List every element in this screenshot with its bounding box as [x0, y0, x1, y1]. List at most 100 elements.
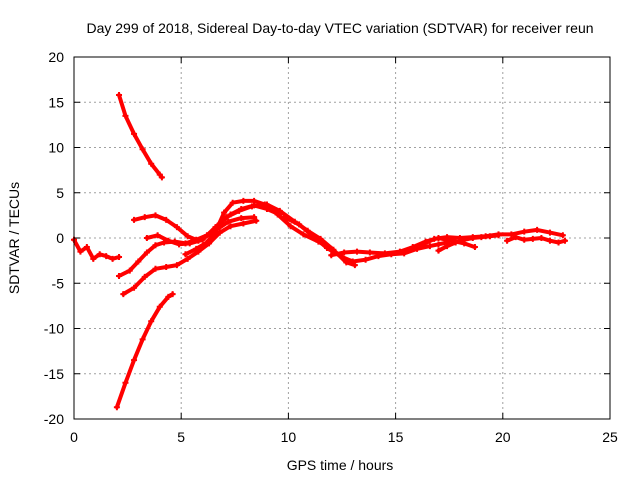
series-arc-8 — [183, 198, 334, 257]
series-arc-2-points — [116, 92, 165, 181]
y-tick-label: -5 — [52, 275, 65, 291]
data-point — [240, 197, 247, 204]
data-point — [229, 199, 236, 206]
data-point — [141, 214, 148, 221]
data-point — [534, 226, 541, 233]
data-point — [281, 214, 288, 221]
data-point — [148, 318, 155, 325]
data-point — [154, 232, 161, 239]
data-point — [193, 245, 200, 252]
data-point — [158, 174, 165, 181]
data-point — [323, 244, 330, 251]
data-point — [131, 357, 138, 364]
data-point — [152, 265, 159, 272]
data-point — [141, 273, 148, 280]
data-point — [143, 235, 150, 241]
data-point — [461, 236, 468, 243]
data-point — [444, 234, 451, 241]
y-tick-label: 20 — [48, 49, 64, 65]
series-arc-2 — [117, 93, 164, 180]
data-point — [508, 231, 515, 238]
data-point — [165, 293, 172, 300]
data-point — [559, 232, 566, 239]
y-tick-label: -15 — [44, 366, 64, 382]
data-point — [444, 243, 451, 250]
series-arc-1-points — [71, 236, 123, 262]
data-point — [77, 248, 84, 255]
data-point — [546, 229, 553, 236]
x-axis-label: GPS time / hours — [287, 457, 394, 473]
y-tick-label: 0 — [56, 230, 64, 246]
data-point — [276, 207, 283, 214]
x-tick-label: 0 — [70, 429, 78, 445]
data-point — [173, 262, 180, 269]
data-point — [122, 112, 129, 119]
x-tick-label: 15 — [388, 429, 404, 445]
data-point — [143, 249, 150, 256]
data-point — [116, 254, 123, 261]
data-point — [156, 303, 163, 310]
data-point — [431, 235, 438, 242]
data-point — [486, 233, 493, 240]
series-arc-9 — [282, 215, 450, 264]
data-point — [354, 248, 361, 255]
data-point — [366, 249, 373, 256]
data-point — [469, 235, 476, 241]
data-point — [90, 255, 97, 262]
data-point — [186, 240, 193, 247]
data-point — [122, 379, 129, 386]
data-point — [341, 249, 348, 256]
y-tick-label: -20 — [44, 411, 64, 427]
data-point — [83, 244, 90, 251]
data-point — [163, 263, 170, 270]
series-arc-3-points — [113, 291, 176, 411]
data-point — [131, 130, 138, 137]
data-point — [349, 258, 356, 265]
data-point — [287, 223, 294, 230]
data-point — [362, 256, 369, 263]
chart-title: Day 299 of 2018, Sidereal Day-to-day VTE… — [86, 20, 593, 36]
data-point — [248, 203, 255, 210]
data-point — [184, 255, 191, 262]
data-point — [251, 197, 258, 204]
data-point — [538, 235, 545, 241]
data-point — [103, 253, 110, 260]
series-arc-8-points — [182, 197, 335, 258]
data-point — [328, 252, 335, 259]
data-point — [478, 234, 485, 241]
y-tick-label: 15 — [48, 94, 64, 110]
data-point — [163, 216, 170, 223]
data-point — [300, 231, 307, 238]
data-point — [184, 233, 191, 240]
series-arc-7-points — [143, 201, 358, 269]
series-arc-3 — [114, 292, 175, 410]
data-point — [221, 209, 228, 216]
y-tick-label: -10 — [44, 321, 64, 337]
data-point — [212, 228, 219, 235]
data-point — [126, 267, 133, 274]
data-point — [435, 241, 442, 248]
data-point — [182, 251, 189, 258]
data-point — [148, 160, 155, 167]
series-arc-7 — [144, 202, 357, 268]
data-point — [381, 250, 388, 257]
data-point — [96, 251, 103, 258]
data-point — [529, 235, 536, 242]
series-layer — [71, 92, 568, 411]
data-point — [409, 244, 416, 251]
data-point — [521, 236, 528, 243]
data-point — [561, 237, 568, 244]
y-axis-label: SDTVAR / TECUs — [6, 182, 22, 294]
x-tick-label: 5 — [177, 429, 185, 445]
data-point — [435, 247, 442, 254]
data-point — [296, 221, 303, 228]
data-point — [339, 254, 345, 261]
data-point — [236, 207, 243, 214]
data-point — [139, 336, 146, 343]
data-point — [426, 243, 433, 250]
data-point — [120, 291, 127, 298]
data-point — [131, 284, 138, 291]
data-point — [495, 232, 502, 239]
data-point — [113, 404, 120, 411]
